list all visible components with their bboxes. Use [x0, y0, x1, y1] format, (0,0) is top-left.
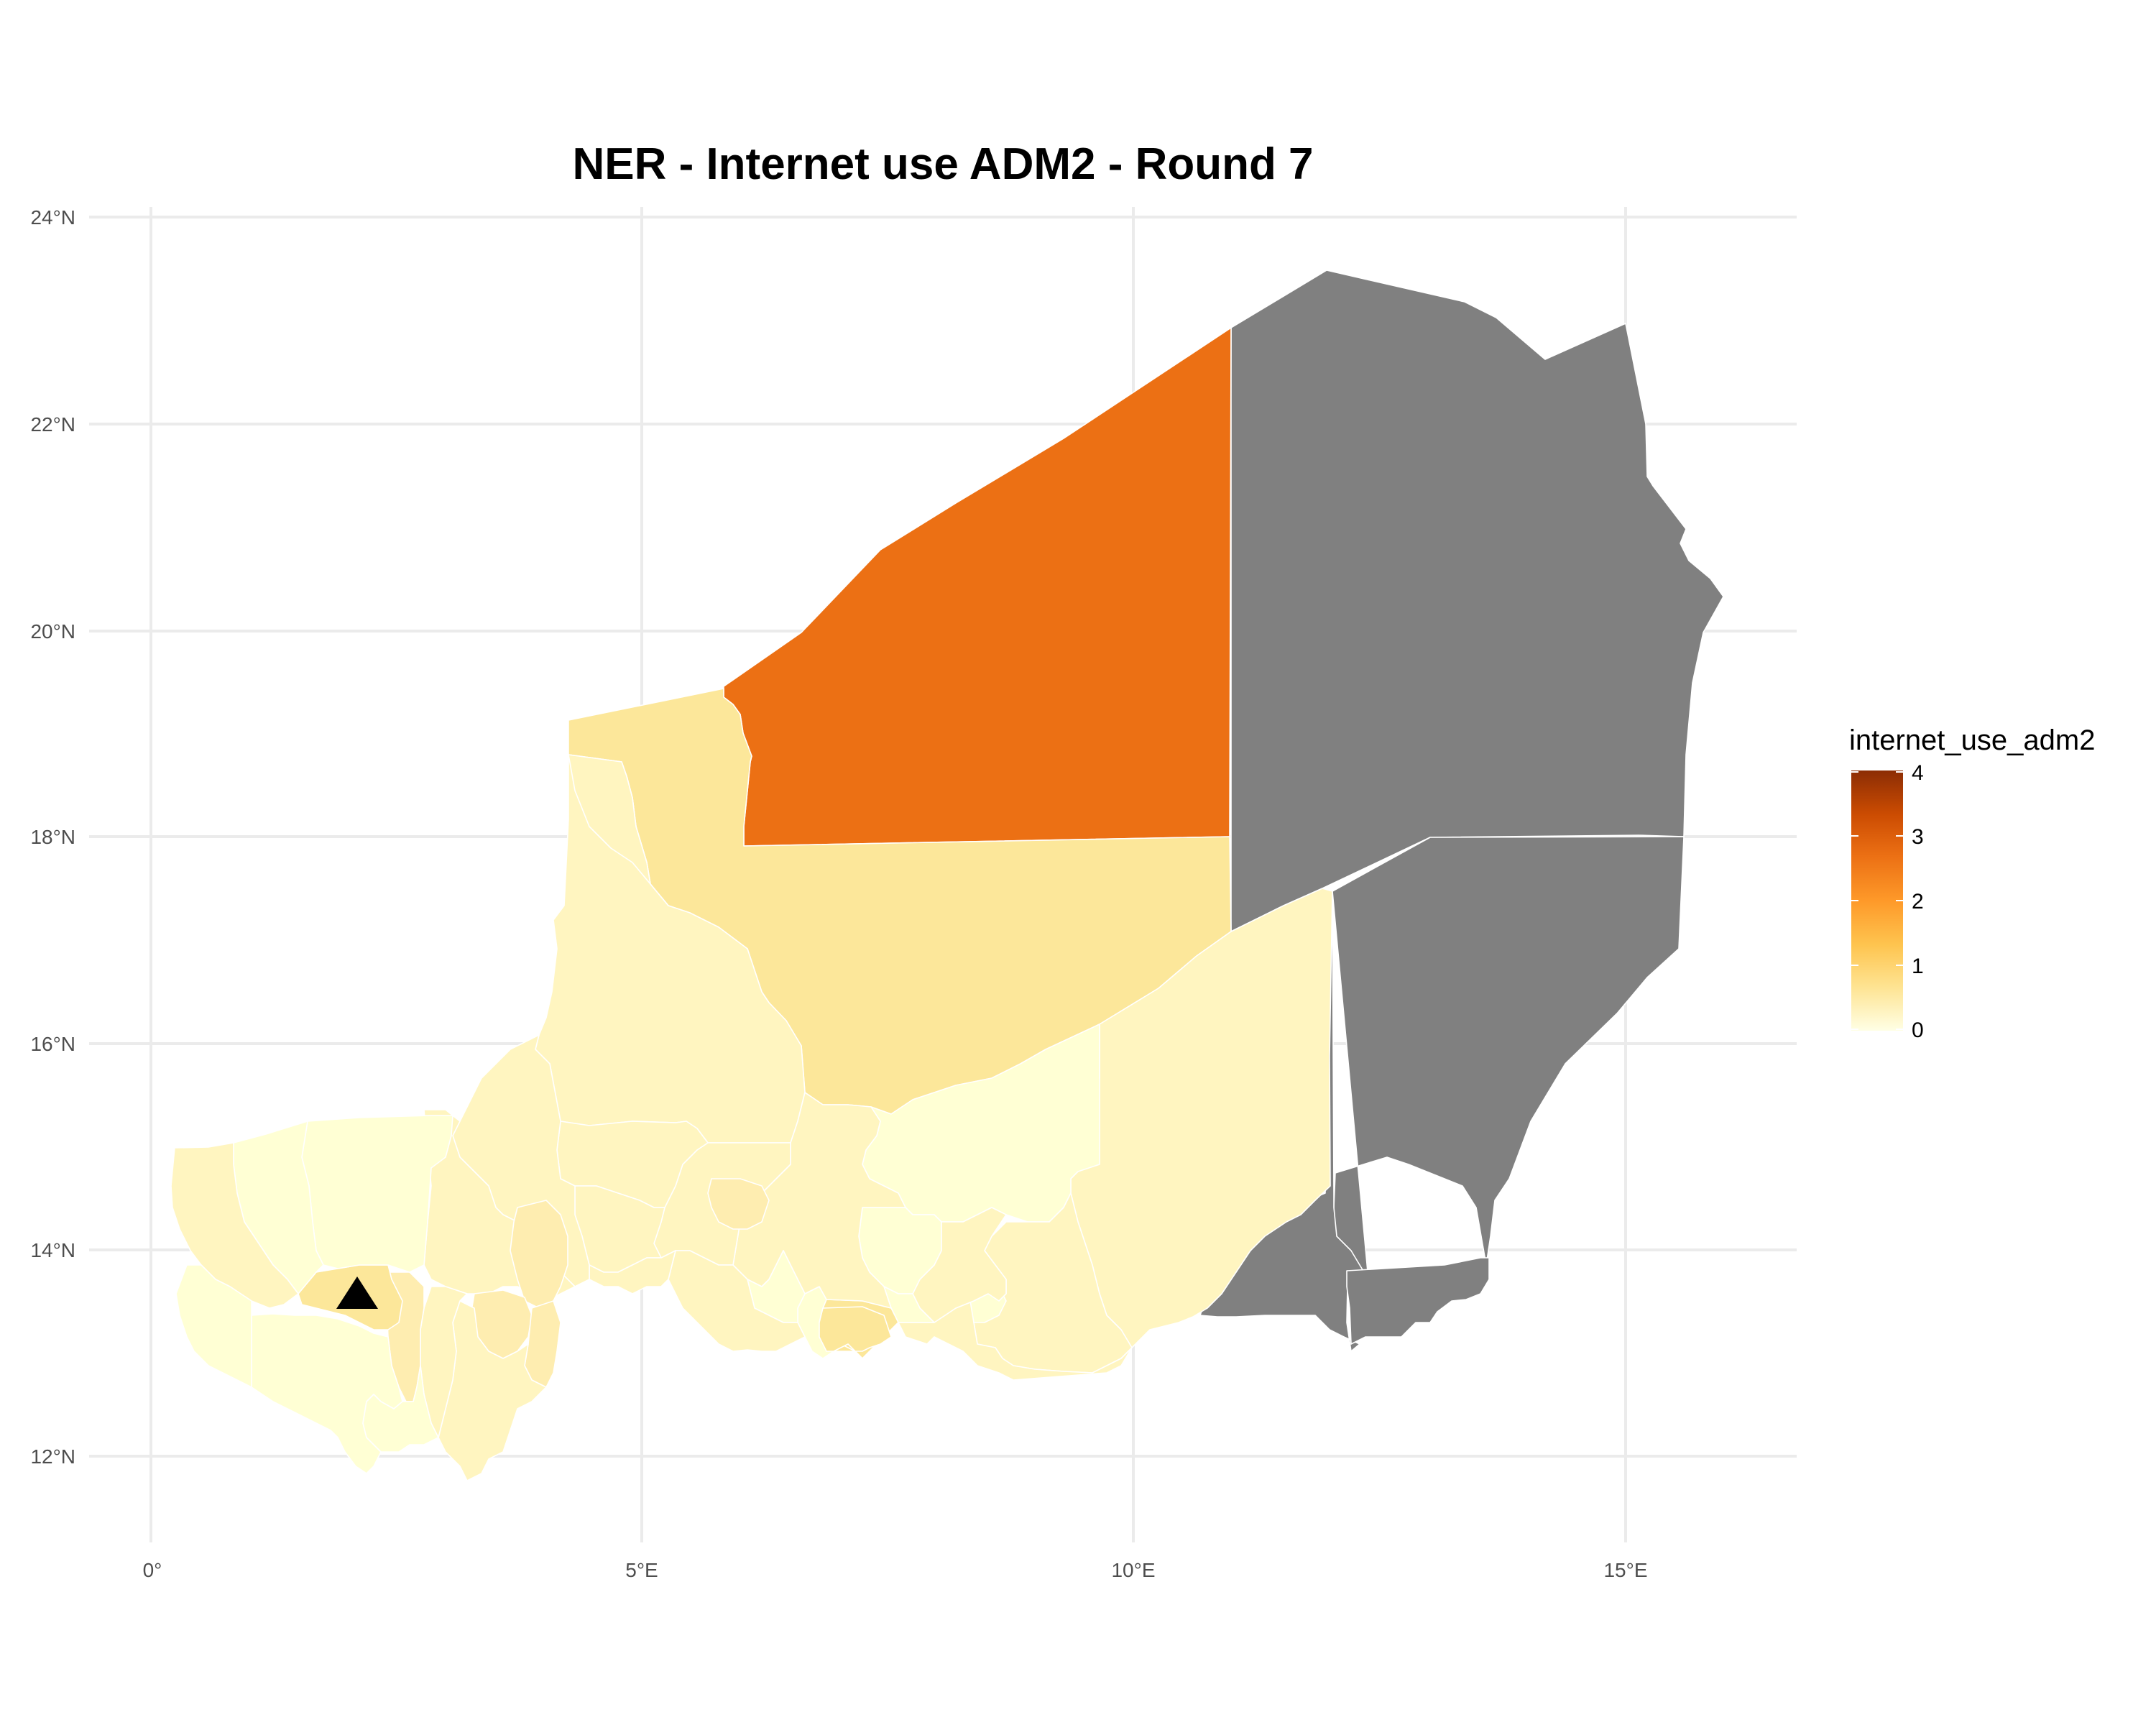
- y-tick-label: 12°N: [30, 1445, 75, 1468]
- y-tick-label: 14°N: [30, 1239, 75, 1261]
- region-madaoua[interactable]: [826, 1322, 899, 1359]
- x-tick-label: 15°E: [1603, 1559, 1647, 1581]
- y-tick-label: 20°N: [30, 620, 75, 643]
- map-title: NER - Internet use ADM2 - Round 7: [572, 139, 1313, 189]
- legend: internet_use_adm2 4 3 2 1 0: [1849, 724, 2095, 1042]
- x-tick-label: 0°: [143, 1559, 162, 1581]
- region-torodi[interactable]: [175, 1264, 252, 1388]
- x-tick-label: 5°E: [625, 1559, 658, 1581]
- region-tahoua-mid[interactable]: [707, 1178, 770, 1230]
- region-tera[interactable]: [170, 1142, 299, 1309]
- y-axis: 24°N 22°N 20°N 18°N 16°N 14°N 12°N: [30, 206, 75, 1468]
- region-arlit[interactable]: [723, 327, 1232, 847]
- region-konni[interactable]: [819, 1306, 892, 1352]
- triangle-capital-marker: [336, 1276, 378, 1309]
- y-tick-label: 18°N: [30, 826, 75, 848]
- legend-label: 1: [1912, 954, 1924, 978]
- x-tick-label: 10°E: [1111, 1559, 1155, 1581]
- x-axis: 0° 5°E 10°E 15°E: [143, 1559, 1648, 1581]
- legend-label: 3: [1912, 825, 1924, 849]
- legend-label: 4: [1912, 761, 1924, 785]
- y-tick-label: 24°N: [30, 206, 75, 229]
- region-tassara[interactable]: [568, 754, 669, 906]
- legend-label: 2: [1912, 890, 1924, 914]
- region-kirtachi[interactable]: [362, 1365, 439, 1453]
- region-magaria[interactable]: [898, 1300, 1133, 1381]
- region-birni[interactable]: [668, 1250, 806, 1352]
- region-north-east-lower[interactable]: [1332, 836, 1685, 1280]
- y-tick-label: 22°N: [30, 413, 75, 436]
- region-keita[interactable]: [589, 1250, 676, 1294]
- y-tick-label: 16°N: [30, 1033, 75, 1055]
- map-regions: [170, 270, 1724, 1481]
- region-southeast-b[interactable]: [1346, 1257, 1490, 1345]
- region-bilma[interactable]: [1230, 270, 1724, 932]
- legend-colorbar: [1851, 770, 1903, 1031]
- legend-label: 0: [1912, 1018, 1924, 1042]
- legend-title: internet_use_adm2: [1849, 724, 2095, 756]
